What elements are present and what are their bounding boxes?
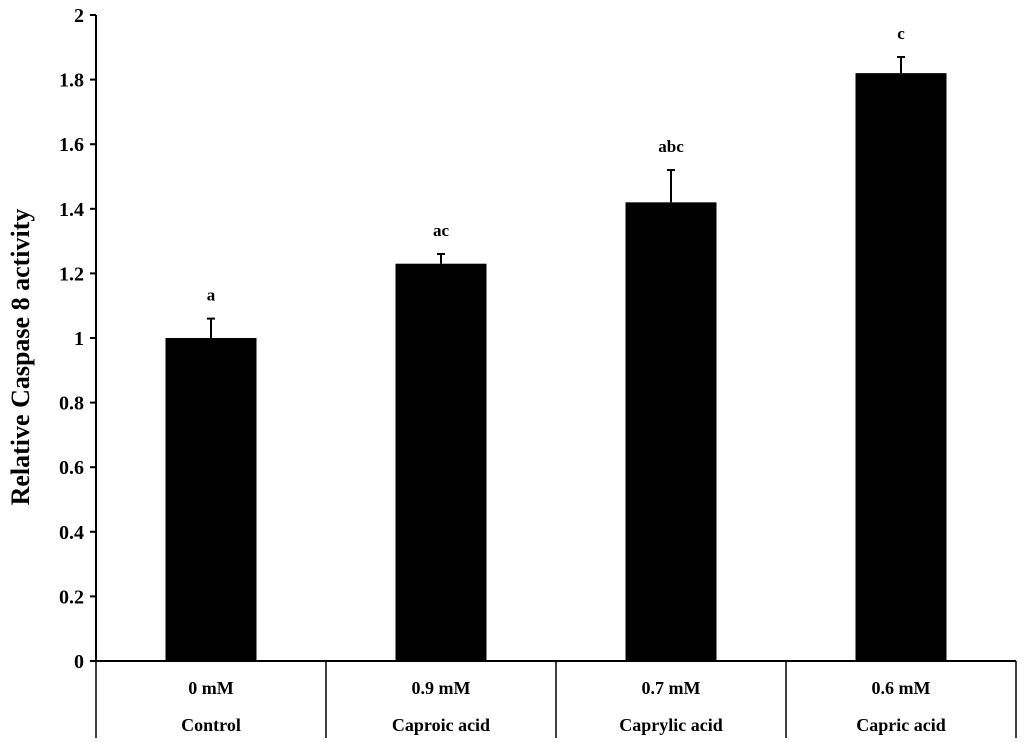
y-axis: 0 0.2 0.4 0.6 0.8 1 1.2 1.4 1.6 1.8 2 [59,5,97,673]
y-tick-label: 0.6 [59,457,84,479]
significance-label: a [207,286,216,305]
y-tick-label: 1.2 [59,263,84,285]
category-dose-label: 0.6 mM [872,678,931,698]
category-dose-label: 0 mM [188,678,233,698]
significance-label: ac [433,221,450,240]
y-axis-title: Relative Caspase 8 activity [6,209,35,506]
bar [165,338,257,661]
category-treatment-label: Capric acid [856,715,946,735]
category-table: 0 mM Control 0.9 mM Caproic acid 0.7 mM Capry… [95,660,1017,738]
significance-label: abc [658,137,684,156]
category-dose-label: 0.7 mM [642,678,701,698]
y-tick-label: 2 [74,5,84,27]
y-tick-label: 0.4 [59,522,84,544]
y-tick-label: 1.4 [59,199,84,221]
y-tick-label: 0 [74,651,84,673]
bar [855,73,947,661]
bar [625,202,717,661]
category-treatment-label: Control [181,715,241,735]
y-tick-label: 1.6 [59,134,84,156]
category-treatment-label: Caprylic acid [619,715,723,735]
y-tick-label: 0.2 [59,586,84,608]
y-tick-label: 1 [74,328,84,350]
bar [395,263,487,661]
y-tick-label: 1.8 [59,70,84,92]
significance-label: c [897,24,905,43]
y-tick-label: 0.8 [59,393,84,415]
category-dose-label: 0.9 mM [412,678,471,698]
bars: a ac abc c [165,24,947,661]
category-treatment-label: Caproic acid [392,715,490,735]
